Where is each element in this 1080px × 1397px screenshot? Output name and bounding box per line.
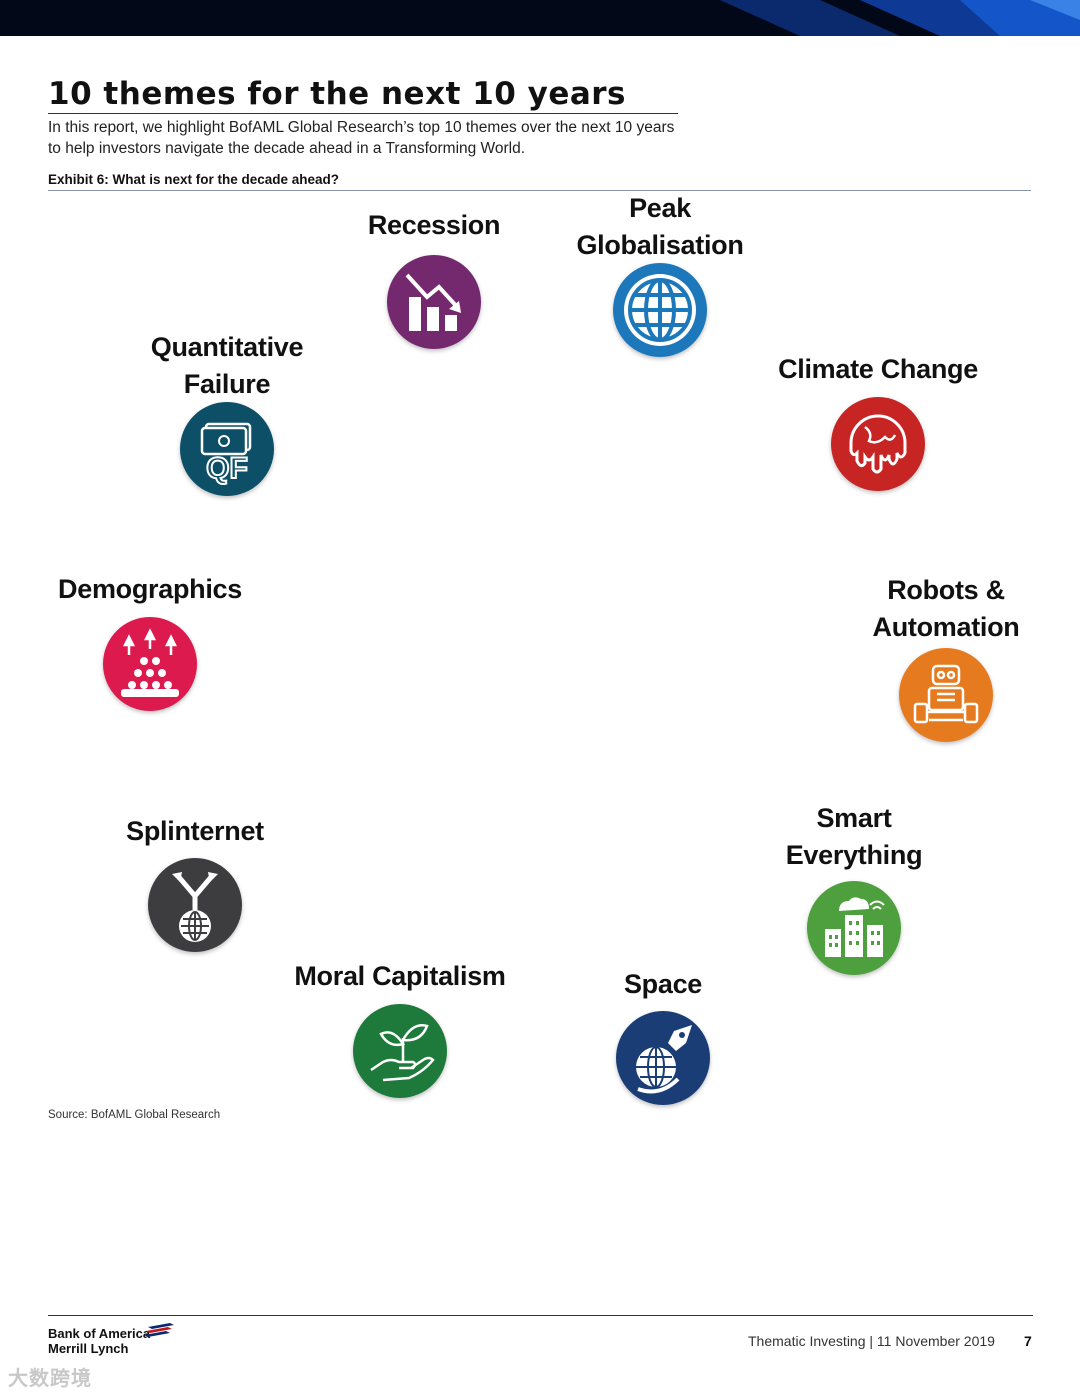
page-number: 7 [1024,1333,1032,1349]
rocket-globe-icon [616,1011,710,1105]
melting-earth-icon [831,397,925,491]
theme-label-splinternet: Splinternet [126,816,264,846]
bank-logo-text: Bank of America Merrill Lynch [48,1326,150,1356]
theme-label-moral-capitalism: Moral Capitalism [294,961,506,991]
theme-label-recession: Recession [367,210,501,240]
theme-label-robots-automation: Robots & Automation [872,575,1020,642]
svg-text:QF: QF [206,452,248,485]
population-growth-icon [103,617,197,711]
top-banner [0,0,1080,36]
theme-label-space: Space [623,969,703,999]
robot-icon [899,648,993,742]
theme-label-smart-everything: Smart Everything [785,803,923,870]
theme-label-peak-globalisation: Peak Globalisation [576,193,744,260]
footer-publication: Thematic Investing | 11 November 2019 [748,1333,995,1349]
theme-label-quantitative-failure: Quantitative Failure [150,332,304,399]
split-internet-icon [148,858,242,952]
qf-money-icon: QF [180,402,274,496]
intro-text: In this report, we highlight BofAML Glob… [48,119,675,157]
page-title: 10 themes for the next 10 years [48,76,627,112]
hand-plant-icon [353,1004,447,1098]
exhibit-caption: Exhibit 6: What is next for the decade a… [48,172,340,187]
globe-icon [613,263,707,357]
flag-logo-icon [144,1323,174,1337]
smart-city-icon [807,881,901,975]
declining-bar-chart-icon [387,255,481,349]
exhibit-divider [48,190,1031,191]
watermark: 大数跨境 [8,1368,92,1390]
theme-label-climate-change: Climate Change [778,354,978,384]
theme-label-demographics: Demographics [58,574,242,604]
footer-divider [48,1315,1033,1316]
source-note: Source: BofAML Global Research [48,1109,221,1121]
title-divider [48,113,678,114]
logo-line-2: Merrill Lynch [48,1341,129,1356]
logo-line-1: Bank of America [48,1326,151,1341]
